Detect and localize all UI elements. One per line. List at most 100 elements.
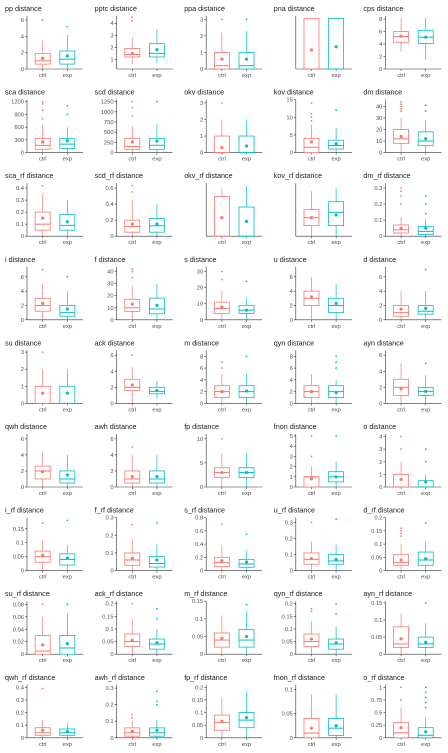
y-tick-label: 0.25 bbox=[371, 723, 382, 729]
y-tick-label: 0.4 bbox=[106, 202, 115, 208]
x-tick-label: exp bbox=[152, 491, 161, 497]
panel-title: o distance bbox=[363, 422, 396, 431]
y-tick-label: 1 bbox=[290, 475, 293, 481]
mean-point bbox=[65, 642, 69, 646]
y-tick-label: 4 bbox=[21, 34, 25, 40]
y-tick-label: 0 bbox=[290, 401, 293, 407]
outlier-point bbox=[131, 115, 134, 117]
x-tick-label: ctrl bbox=[39, 491, 47, 497]
outlier-point bbox=[131, 268, 134, 271]
x-tick-label: exp bbox=[242, 324, 251, 330]
panel-12: scd_rf distance 0 0.2 0.4 0.6 ctrl exp bbox=[95, 171, 173, 246]
y-tick-label: 0 bbox=[200, 318, 203, 324]
y-tick-label: 0 bbox=[21, 652, 24, 658]
y-tick-label: 20 bbox=[197, 286, 203, 292]
mean-point bbox=[155, 474, 159, 479]
panel-34: u_rf distance 0 0.1 0.2 0.3 ctrl exp bbox=[274, 506, 352, 581]
outlier-point bbox=[400, 203, 402, 205]
outlier-point bbox=[156, 617, 158, 620]
outlier-point bbox=[156, 703, 158, 706]
y-tick-label: 0 bbox=[290, 318, 293, 324]
x-tick-label: exp bbox=[421, 240, 430, 246]
y-tick-label: 4 bbox=[290, 378, 294, 384]
mean-point bbox=[130, 556, 134, 560]
outlier-point bbox=[41, 102, 44, 105]
mean-point bbox=[309, 477, 314, 481]
mean-point bbox=[399, 477, 403, 482]
outlier-point bbox=[131, 100, 134, 103]
outlier-point bbox=[131, 523, 134, 526]
y-tick-label: 1200 bbox=[11, 100, 24, 106]
panel-28: fp distance 0 5 10 ctrl exp bbox=[184, 422, 263, 497]
x-tick-label: exp bbox=[331, 575, 340, 581]
panel-24: qyn distance 0 2 4 6 8 ctrl exp bbox=[274, 338, 352, 413]
panel-21: su distance 0 1 2 3 ctrl exp bbox=[5, 338, 83, 413]
y-tick-label: 0 bbox=[290, 652, 293, 658]
x-tick-label: exp bbox=[242, 157, 251, 163]
panel-26: qwh distance 0 2 4 6 ctrl exp bbox=[5, 422, 83, 497]
y-tick-label: 500 bbox=[104, 130, 114, 136]
outlier-point bbox=[41, 19, 44, 21]
mean-point bbox=[399, 558, 403, 562]
x-tick-label: exp bbox=[242, 407, 251, 413]
panel-title: qyn_rf distance bbox=[274, 589, 323, 598]
outlier-point bbox=[400, 435, 402, 438]
y-tick-label: 4 bbox=[290, 289, 294, 295]
outlier-point bbox=[131, 717, 134, 719]
x-tick-label: ctrl bbox=[128, 658, 136, 664]
panel-title: o_rf distance bbox=[363, 673, 404, 682]
mean-point bbox=[130, 51, 134, 55]
panel-title: fnon_rf distance bbox=[274, 673, 325, 682]
outlier-point bbox=[400, 448, 402, 451]
y-tick-label: 0 bbox=[21, 569, 24, 575]
panel-title: m_rf distance bbox=[184, 589, 227, 598]
outlier-point bbox=[400, 535, 402, 538]
panel-title: ayn distance bbox=[363, 338, 403, 347]
x-tick-label: ctrl bbox=[39, 240, 47, 246]
y-tick-label: 3 bbox=[21, 350, 24, 356]
x-tick-label: exp bbox=[331, 73, 340, 79]
x-tick-label: ctrl bbox=[39, 324, 47, 330]
x-tick-label: ctrl bbox=[218, 575, 226, 581]
y-tick-label: 40 bbox=[376, 105, 382, 111]
x-tick-label: exp bbox=[421, 73, 430, 79]
panel-title: d_rf distance bbox=[363, 506, 404, 515]
y-tick-label: 0 bbox=[21, 151, 24, 157]
y-tick-label: 1 bbox=[21, 384, 24, 390]
panel-title: m distance bbox=[184, 338, 219, 347]
y-tick-label: 0 bbox=[110, 401, 113, 407]
y-tick-label: 2 bbox=[21, 367, 24, 373]
outlier-point bbox=[66, 105, 69, 107]
y-tick-label: 0 bbox=[379, 401, 382, 407]
x-tick-label: ctrl bbox=[128, 407, 136, 413]
y-tick-label: 10 bbox=[376, 139, 382, 145]
x-tick-label: ctrl bbox=[39, 658, 47, 664]
x-tick-label: exp bbox=[152, 742, 161, 748]
mean-point bbox=[155, 48, 159, 52]
mean-point bbox=[130, 383, 134, 387]
panel-19: u distance 0 2 4 6 ctrl exp bbox=[274, 255, 352, 330]
x-tick-label: exp bbox=[242, 73, 251, 79]
outlier-point bbox=[66, 275, 69, 278]
box-ctrl bbox=[213, 52, 230, 70]
mean-point bbox=[155, 558, 159, 562]
y-tick-label: 0.15 bbox=[13, 527, 24, 533]
panel-3: ppa distance 0 1 2 3 ctrl exp bbox=[184, 4, 263, 79]
y-tick-label: 250 bbox=[104, 140, 114, 146]
x-tick-label: ctrl bbox=[128, 157, 136, 163]
y-tick-label: 2 bbox=[290, 303, 293, 309]
panel-title: i_rf distance bbox=[5, 506, 44, 515]
y-tick-label: 0.15 bbox=[192, 698, 203, 704]
mean-point bbox=[130, 140, 134, 144]
y-tick-label: 2 bbox=[379, 385, 382, 391]
panel-title: qyn distance bbox=[274, 338, 314, 347]
panel-7: scd distance 0 250 500 750 1000 1250 ctrl exp bbox=[95, 88, 173, 163]
y-tick-label: 2 bbox=[379, 55, 382, 61]
outlier-point bbox=[424, 701, 427, 704]
panel-44: fnon_rf distance 0 0.05 0.1 ctrl exp bbox=[274, 673, 352, 748]
panel-33: s_rf distance 0 0.2 0.4 0.6 0.8 ctrl exp bbox=[184, 506, 263, 581]
outlier-point bbox=[400, 190, 402, 193]
y-tick-label: 0 bbox=[200, 736, 203, 742]
mean-point bbox=[424, 480, 428, 484]
outlier-point bbox=[220, 278, 223, 281]
